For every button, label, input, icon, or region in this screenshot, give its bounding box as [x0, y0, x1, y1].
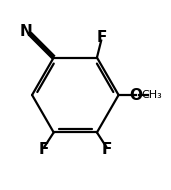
Text: CH₃: CH₃	[141, 90, 162, 100]
Text: F: F	[38, 142, 49, 158]
Text: F: F	[97, 30, 107, 45]
Text: O: O	[129, 88, 142, 102]
Text: F: F	[102, 142, 112, 158]
Text: N: N	[20, 24, 32, 39]
